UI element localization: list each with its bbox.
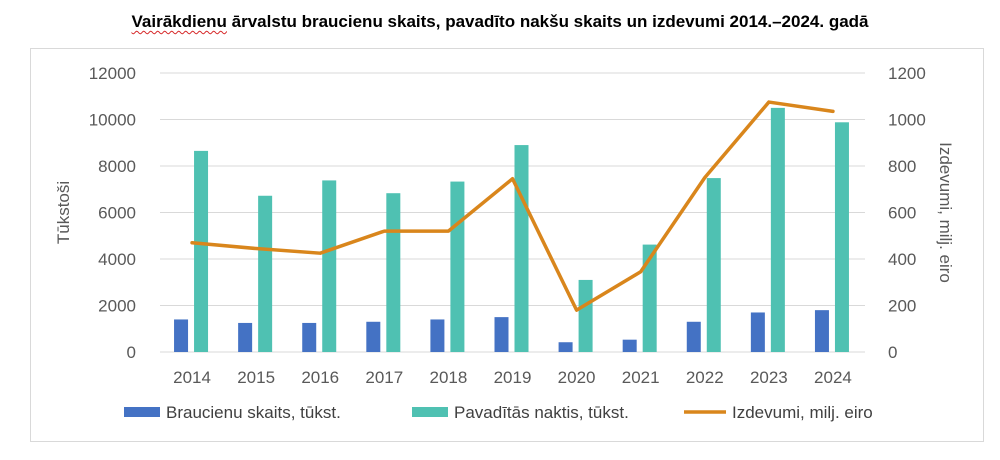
- bar-naktis-2022: [706, 178, 721, 352]
- bar-naktis-2015: [258, 195, 273, 352]
- x-tick-label: 2024: [814, 368, 852, 387]
- legend-label-izdevumi: Izdevumi, milj. eiro: [732, 403, 873, 422]
- bar-braucienu-2019: [494, 317, 509, 352]
- x-tick-label: 2021: [622, 368, 660, 387]
- bar-braucienu-2024: [814, 310, 829, 352]
- y2-axis-title: Izdevumi, milj. eiro: [936, 142, 955, 283]
- y2-tick-label: 0: [888, 343, 897, 362]
- y2-tick-label: 1000: [888, 111, 926, 130]
- x-tick-label: 2015: [237, 368, 275, 387]
- bar-naktis-2019: [514, 145, 529, 352]
- line-series: [190, 100, 835, 312]
- y2-tick-label: 200: [888, 297, 916, 316]
- bar-braucienu-2022: [686, 321, 701, 352]
- bar-braucienu-2016: [302, 322, 317, 352]
- legend-swatch-naktis: [412, 407, 448, 417]
- y2-tick-label: 600: [888, 204, 916, 223]
- bar-naktis-2016: [322, 180, 337, 352]
- bar-braucienu-2020: [558, 342, 573, 352]
- bar-braucienu-2021: [622, 339, 637, 352]
- bar-naktis-2020: [578, 279, 593, 352]
- chart-title-first-word: Vairākdienu: [131, 12, 227, 31]
- legend: Braucienu skaits, tūkst. Pavadītās naktis…: [124, 403, 873, 422]
- y2-tick-label: 1200: [888, 64, 926, 83]
- y-tick-label: 8000: [98, 157, 136, 176]
- chart-frame: [30, 48, 984, 442]
- y-tick-label: 4000: [98, 250, 136, 269]
- legend-label-naktis: Pavadītās naktis, tūkst.: [454, 403, 629, 422]
- y-tick-label: 0: [127, 343, 136, 362]
- bar-naktis-2024: [834, 122, 849, 352]
- chart-title: Vairākdienu ārvalstu braucienu skaits, p…: [0, 12, 1000, 32]
- y2-tick-label: 800: [888, 157, 916, 176]
- x-tick-label: 2020: [558, 368, 596, 387]
- bar-naktis-2021: [642, 244, 657, 352]
- legend-label-braucienu: Braucienu skaits, tūkst.: [166, 403, 341, 422]
- y2-tick-label: 400: [888, 250, 916, 269]
- y-tick-label: 10000: [89, 111, 136, 130]
- y-tick-label: 12000: [89, 64, 136, 83]
- y-tick-label: 6000: [98, 204, 136, 223]
- x-tick-label: 2022: [686, 368, 724, 387]
- y-axis-title: Tūkstoši: [54, 181, 73, 244]
- bar-naktis-2014: [194, 150, 209, 352]
- bar-braucienu-2014: [174, 319, 189, 352]
- x-tick-label: 2017: [365, 368, 403, 387]
- line-izdevumi: [190, 100, 835, 312]
- x-tick-label: 2014: [173, 368, 211, 387]
- bar-naktis-2017: [386, 193, 401, 352]
- x-tick-label: 2018: [429, 368, 467, 387]
- bar-braucienu-2015: [238, 322, 253, 352]
- bar-braucienu-2018: [430, 319, 445, 352]
- bar-naktis-2018: [450, 181, 465, 352]
- x-tick-label: 2023: [750, 368, 788, 387]
- x-tick-label: 2016: [301, 368, 339, 387]
- y-tick-label: 2000: [98, 297, 136, 316]
- legend-swatch-braucienu: [124, 407, 160, 417]
- bar-naktis-2023: [770, 107, 785, 352]
- tick-labels: 0 2000 4000 6000 8000 10000 12000 0 200 400 600 800…: [89, 64, 926, 387]
- bar-braucienu-2017: [366, 321, 381, 352]
- bars: [174, 107, 849, 352]
- gridlines: [160, 72, 865, 353]
- bar-braucienu-2023: [750, 312, 765, 352]
- x-tick-label: 2019: [494, 368, 532, 387]
- chart-title-rest: ārvalstu braucienu skaits, pavadīto nakš…: [226, 12, 869, 31]
